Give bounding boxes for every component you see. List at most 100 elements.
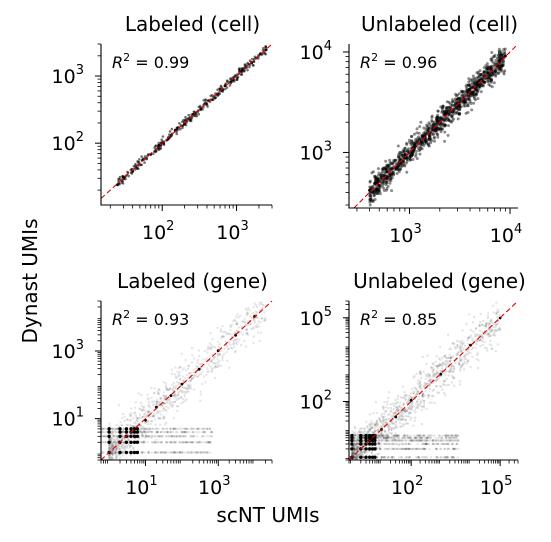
- data-point: [153, 391, 156, 395]
- data-point: [144, 433, 148, 436]
- data-point: [108, 437, 111, 440]
- data-point: [457, 112, 461, 116]
- data-point: [111, 452, 115, 455]
- data-point: [159, 146, 162, 150]
- data-point: [494, 329, 497, 332]
- data-point: [372, 189, 376, 193]
- data-point: [102, 427, 105, 430]
- data-point: [477, 79, 481, 82]
- data-point: [208, 441, 212, 444]
- data-point: [388, 413, 391, 416]
- data-point: [388, 158, 392, 162]
- data-point: [435, 115, 439, 119]
- data-point: [462, 99, 466, 103]
- data-point: [111, 453, 114, 456]
- data-point: [122, 436, 125, 439]
- data-point: [488, 84, 492, 88]
- data-point: [495, 301, 498, 304]
- data-point: [432, 135, 436, 139]
- data-point: [125, 446, 128, 449]
- data-point: [133, 412, 136, 415]
- data-point: [115, 448, 118, 452]
- band-point: [107, 440, 111, 444]
- data-point: [178, 374, 181, 377]
- data-point: [481, 83, 485, 87]
- data-point: [495, 313, 498, 316]
- data-point: [427, 136, 431, 140]
- data-point: [458, 103, 462, 107]
- data-point: [453, 97, 457, 101]
- data-point: [463, 104, 467, 108]
- data-point: [206, 351, 209, 354]
- data-point: [389, 442, 393, 446]
- data-point: [372, 193, 376, 197]
- data-point: [198, 104, 202, 108]
- data-point: [113, 438, 116, 442]
- data-point: [496, 72, 500, 75]
- data-point: [172, 451, 176, 454]
- data-point: [448, 119, 452, 123]
- data-point: [168, 451, 171, 454]
- data-point: [471, 346, 475, 349]
- data-point: [363, 429, 366, 432]
- data-point: [385, 176, 388, 180]
- data-point: [103, 435, 107, 438]
- data-point: [174, 396, 178, 399]
- data-point: [432, 136, 436, 140]
- band-point: [368, 447, 372, 451]
- data-point: [403, 146, 407, 150]
- data-point: [447, 124, 450, 128]
- data-point: [485, 65, 489, 69]
- data-point: [494, 74, 498, 78]
- data-point: [101, 441, 104, 444]
- data-point: [501, 62, 505, 66]
- data-point: [414, 141, 418, 144]
- data-point: [138, 407, 141, 410]
- data-point: [141, 408, 144, 411]
- data-point: [201, 451, 205, 454]
- data-point: [371, 185, 374, 188]
- data-point: [450, 365, 453, 368]
- data-point: [374, 191, 378, 195]
- y-tick-label: 103: [52, 63, 84, 88]
- data-point: [385, 168, 389, 172]
- data-point: [179, 427, 182, 430]
- data-point: [181, 368, 184, 371]
- data-point: [117, 437, 120, 440]
- data-point: [390, 173, 394, 177]
- data-point: [140, 451, 144, 454]
- data-point: [156, 411, 160, 414]
- data-point: [160, 441, 163, 444]
- data-point: [199, 372, 202, 375]
- data-point: [386, 174, 390, 178]
- data-point: [399, 162, 403, 166]
- data-point: [373, 175, 377, 178]
- data-point: [152, 152, 155, 156]
- data-point: [144, 410, 147, 413]
- data-point: [206, 451, 209, 454]
- data-point: [410, 153, 414, 157]
- data-point: [379, 176, 383, 180]
- data-point: [373, 181, 377, 185]
- data-point: [113, 427, 116, 430]
- data-point: [176, 430, 179, 434]
- data-point: [397, 155, 401, 159]
- data-point: [181, 400, 185, 404]
- data-point: [204, 441, 207, 444]
- data-point: [121, 451, 125, 454]
- data-point: [144, 435, 147, 438]
- r2-value: = 0.85: [378, 310, 437, 329]
- data-point: [465, 322, 468, 326]
- data-point: [498, 64, 502, 68]
- data-point: [155, 402, 159, 406]
- data-point: [467, 87, 471, 91]
- data-point: [181, 451, 184, 454]
- data-point: [204, 451, 208, 454]
- data-point: [198, 363, 201, 366]
- data-point: [373, 181, 377, 185]
- data-point: [498, 55, 502, 59]
- data-point: [162, 407, 166, 410]
- data-point: [398, 151, 402, 155]
- data-point: [189, 435, 192, 438]
- data-point: [148, 427, 151, 430]
